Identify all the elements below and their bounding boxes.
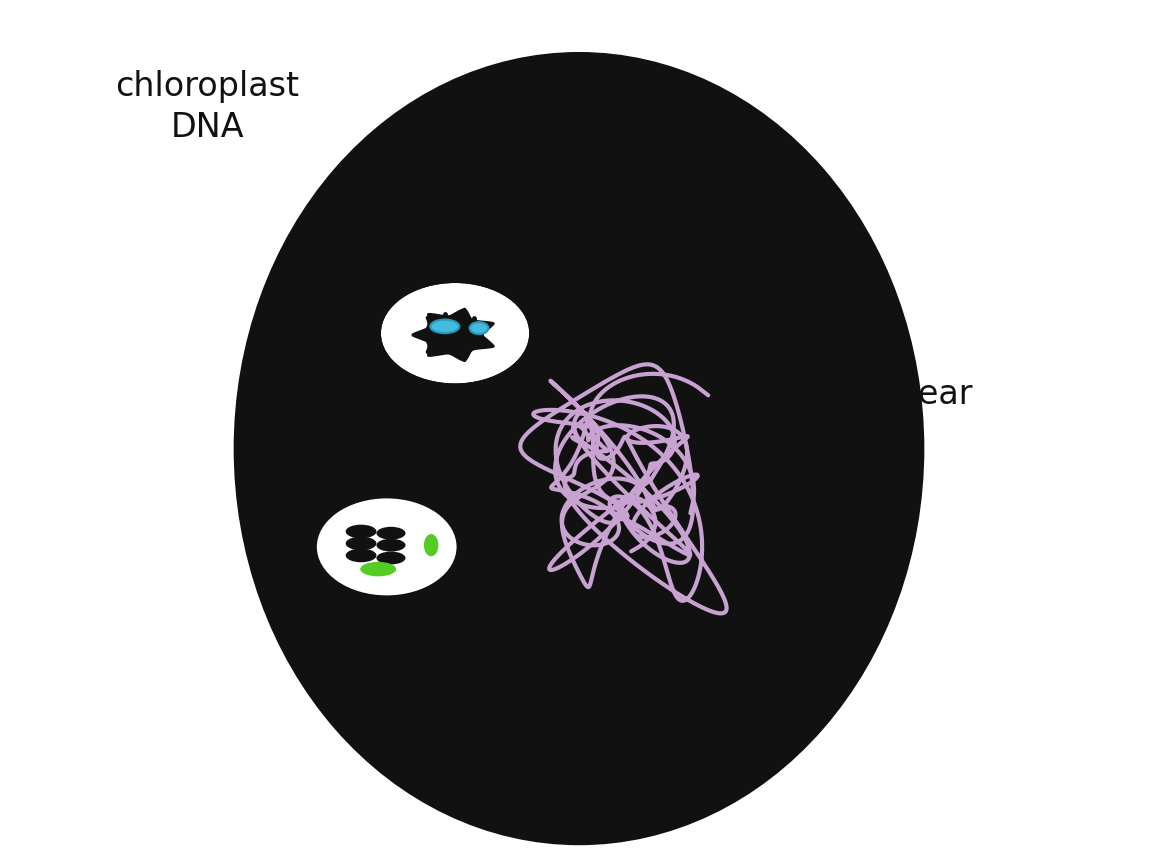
Ellipse shape: [472, 303, 771, 662]
Ellipse shape: [360, 562, 396, 576]
Ellipse shape: [346, 549, 376, 563]
Ellipse shape: [470, 322, 489, 334]
Ellipse shape: [431, 319, 460, 333]
Ellipse shape: [237, 55, 921, 841]
Ellipse shape: [376, 539, 405, 551]
Ellipse shape: [346, 525, 376, 539]
Ellipse shape: [346, 537, 376, 551]
Ellipse shape: [379, 280, 532, 387]
Ellipse shape: [424, 534, 439, 557]
Ellipse shape: [376, 526, 405, 539]
Text: mitochondrial
DNA: mitochondrial DNA: [357, 702, 587, 776]
Ellipse shape: [376, 551, 405, 564]
Ellipse shape: [314, 495, 460, 598]
Text: nuclear
DNA: nuclear DNA: [848, 377, 973, 451]
Polygon shape: [413, 309, 493, 361]
Text: chloroplast
DNA: chloroplast DNA: [115, 70, 299, 143]
